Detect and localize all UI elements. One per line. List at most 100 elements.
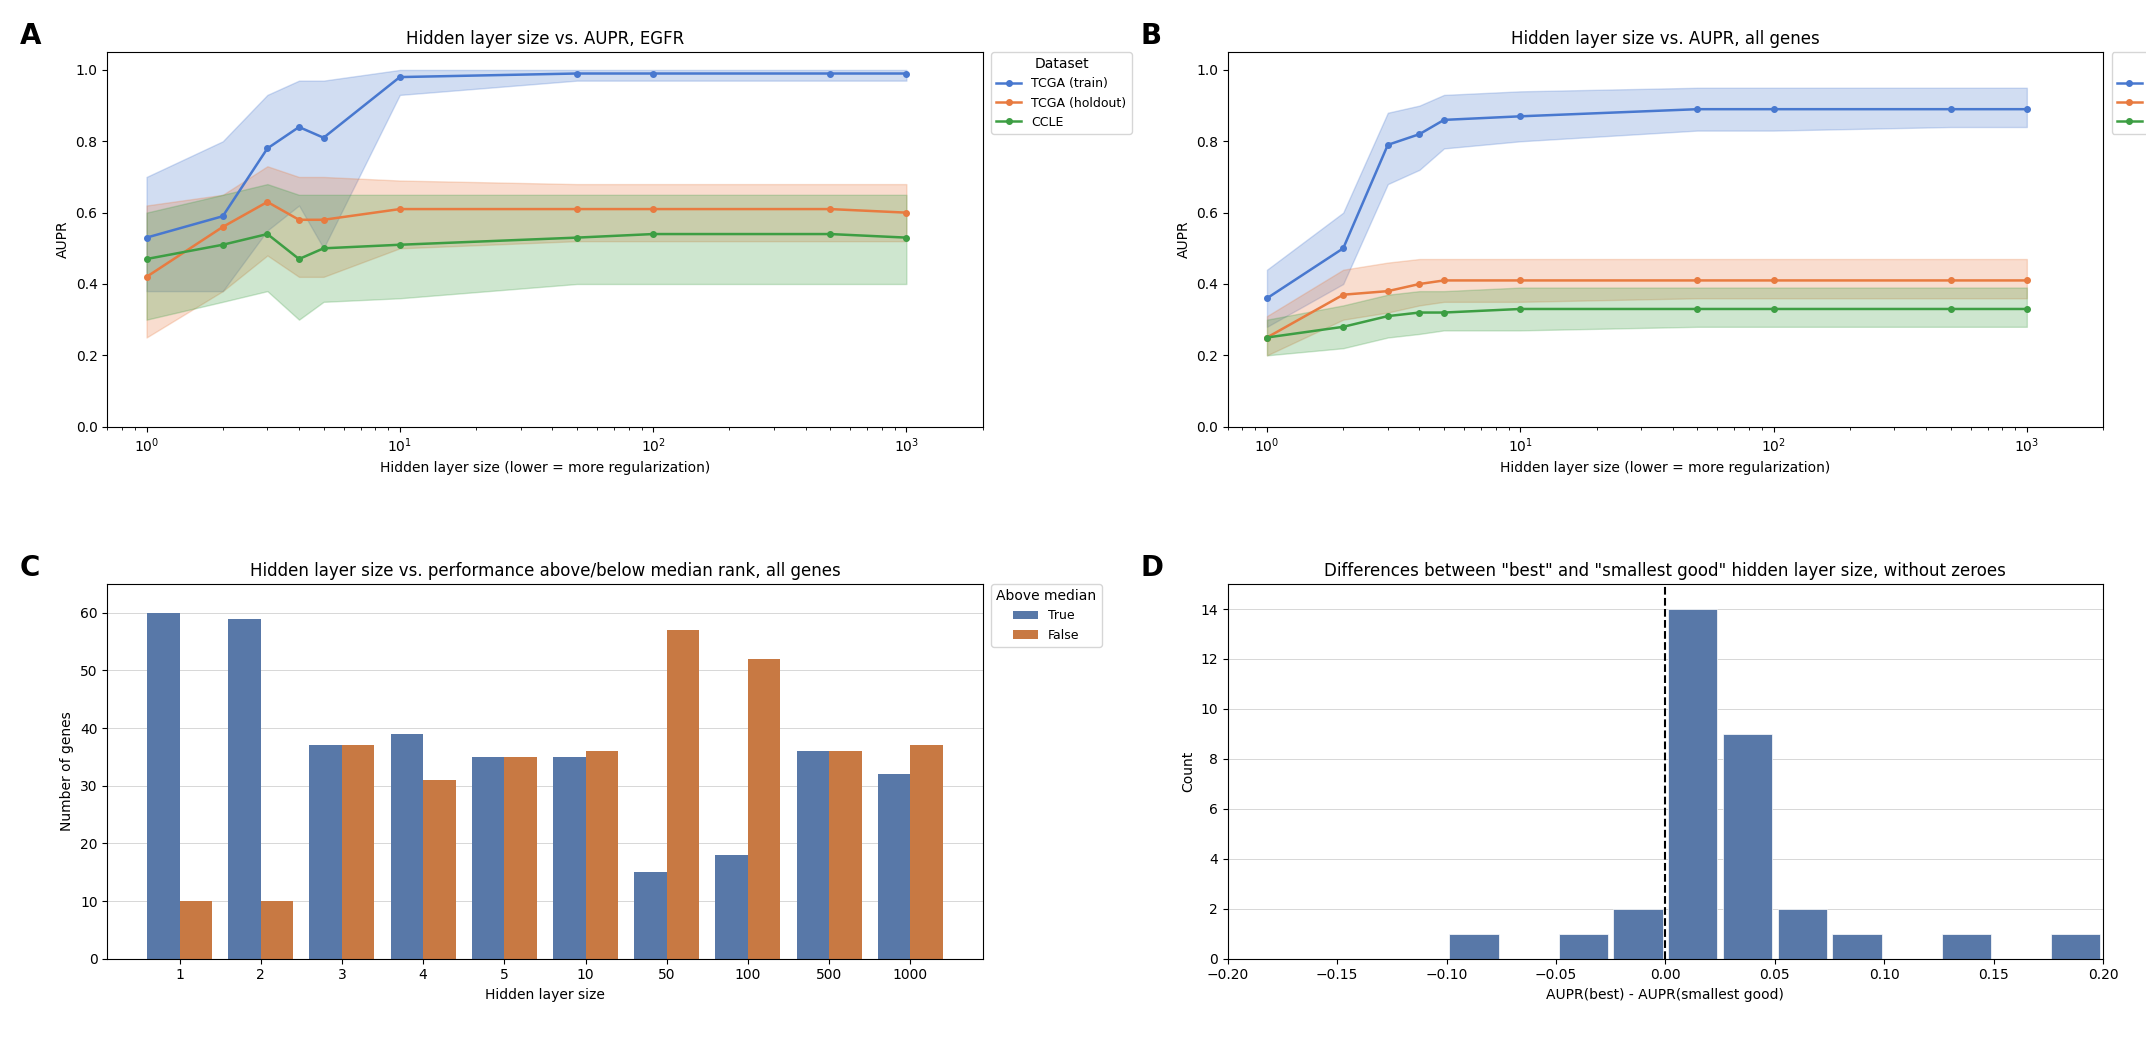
Y-axis label: Count: Count [1180,750,1195,792]
CCLE [311,242,337,254]
CCLE [285,253,311,266]
Bar [1558,934,1607,959]
TCGA (train) [818,68,843,80]
CCLE [1376,309,1401,322]
TCGA (holdout) [210,221,236,233]
TCGA (holdout) [1431,274,1457,287]
TCGA (train) [133,231,159,244]
Bar [910,745,942,959]
Text: B: B [1140,22,1161,50]
Y-axis label: AUPR: AUPR [1176,221,1191,258]
TCGA (holdout) [2013,274,2039,287]
TCGA (holdout) [285,214,311,226]
Title: Differences between "best" and "smallest good" hidden layer size, without zeroes: Differences between "best" and "smallest… [1324,562,2007,579]
CCLE [818,228,843,241]
CCLE [133,253,159,266]
Line: CCLE: CCLE [144,231,910,262]
TCGA (holdout) [1331,289,1356,301]
TCGA (train) [1331,242,1356,254]
Bar [504,756,536,959]
TCGA (holdout) [1685,274,1710,287]
Y-axis label: AUPR: AUPR [56,221,71,258]
CCLE [1685,303,1710,316]
TCGA (holdout) [1938,274,1964,287]
TCGA (train) [285,121,311,133]
Bar [635,872,667,959]
Line: TCGA (holdout): TCGA (holdout) [1264,277,2030,341]
TCGA (holdout) [818,203,843,216]
Bar [341,745,373,959]
TCGA (train) [564,68,590,80]
CCLE [1938,303,1964,316]
CCLE [1331,321,1356,333]
TCGA (holdout) [311,214,337,226]
Title: Hidden layer size vs. AUPR, all genes: Hidden layer size vs. AUPR, all genes [1511,30,1820,48]
CCLE [1431,306,1457,319]
Legend: True, False: True, False [991,584,1101,646]
CCLE [1760,303,1785,316]
Bar [148,613,180,959]
TCGA (train) [1431,114,1457,126]
TCGA (train) [1685,103,1710,116]
Bar [472,756,504,959]
Title: Hidden layer size vs. AUPR, EGFR: Hidden layer size vs. AUPR, EGFR [406,30,685,48]
TCGA (holdout) [1376,284,1401,297]
Bar [554,756,586,959]
X-axis label: Hidden layer size: Hidden layer size [485,988,605,1002]
CCLE [1506,303,1532,316]
Bar [1449,934,1498,959]
CCLE [893,231,918,244]
Bar [2052,934,2101,959]
TCGA (train) [640,68,665,80]
TCGA (train) [1253,292,1279,304]
Bar [586,751,618,959]
TCGA (holdout) [133,271,159,283]
Bar [828,751,863,959]
Line: TCGA (train): TCGA (train) [144,71,910,241]
Bar [715,854,749,959]
Text: D: D [1140,554,1163,582]
TCGA (train) [1406,128,1431,141]
TCGA (train) [311,131,337,144]
Line: CCLE: CCLE [1264,306,2030,341]
Bar [1777,909,1826,959]
Bar [1667,609,1717,959]
X-axis label: Hidden layer size (lower = more regularization): Hidden layer size (lower = more regulari… [1500,461,1831,474]
Bar [878,774,910,959]
CCLE [1406,306,1431,319]
TCGA (train) [1506,110,1532,123]
Y-axis label: Number of genes: Number of genes [60,712,75,832]
CCLE [2013,303,2039,316]
TCGA (holdout) [640,203,665,216]
Legend: TCGA (train), TCGA (holdout), CCLE: TCGA (train), TCGA (holdout), CCLE [2112,52,2146,133]
CCLE [255,228,281,241]
CCLE [564,231,590,244]
Bar [667,630,700,959]
CCLE [1253,331,1279,344]
Text: C: C [19,554,41,582]
Title: Hidden layer size vs. performance above/below median rank, all genes: Hidden layer size vs. performance above/… [249,562,841,579]
Bar [796,751,828,959]
TCGA (holdout) [1253,331,1279,344]
TCGA (holdout) [386,203,412,216]
TCGA (holdout) [1406,278,1431,291]
Line: TCGA (train): TCGA (train) [1264,106,2030,301]
X-axis label: AUPR(best) - AUPR(smallest good): AUPR(best) - AUPR(smallest good) [1547,988,1783,1002]
TCGA (train) [386,71,412,83]
Bar [180,901,212,959]
CCLE [640,228,665,241]
Bar [309,745,341,959]
Bar [749,659,781,959]
TCGA (train) [255,142,281,154]
Bar [227,619,262,959]
Text: A: A [19,22,41,50]
Bar [1942,934,1991,959]
CCLE [210,239,236,251]
Bar [1723,734,1773,959]
TCGA (train) [210,209,236,222]
Bar [262,901,294,959]
TCGA (holdout) [1506,274,1532,287]
TCGA (train) [2013,103,2039,116]
TCGA (train) [893,68,918,80]
X-axis label: Hidden layer size (lower = more regularization): Hidden layer size (lower = more regulari… [380,461,710,474]
